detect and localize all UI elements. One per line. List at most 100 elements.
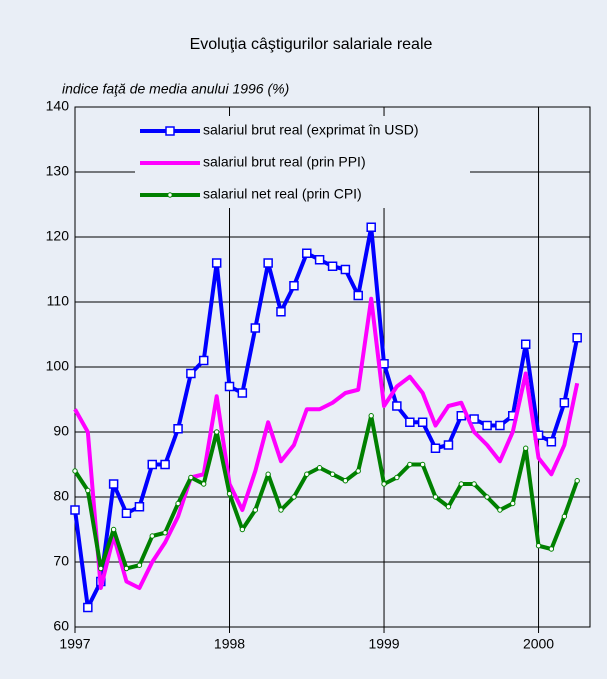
marker — [226, 491, 233, 497]
marker — [83, 602, 93, 613]
marker — [443, 440, 454, 450]
marker — [304, 471, 310, 477]
marker — [484, 494, 490, 500]
marker — [147, 459, 158, 470]
marker — [572, 333, 582, 343]
y-tick-label: 100 — [46, 358, 70, 374]
y-tick-label: 120 — [46, 228, 70, 244]
marker — [417, 417, 428, 427]
marker — [368, 413, 374, 419]
marker — [160, 459, 170, 470]
x-tick-label: 1997 — [59, 636, 90, 652]
marker — [430, 443, 441, 453]
marker — [574, 478, 580, 484]
marker — [445, 504, 452, 510]
marker — [482, 420, 492, 431]
marker — [263, 258, 273, 268]
y-tick-label: 80 — [53, 488, 69, 504]
series-line — [73, 225, 580, 610]
marker — [186, 368, 196, 379]
marker — [523, 445, 529, 451]
marker — [201, 481, 207, 487]
chart-title: Evoluţia câştigurilor salariale reale — [190, 36, 433, 53]
y-tick-label: 110 — [47, 293, 70, 309]
legend-label: salariul net real (prin CPI) — [203, 186, 362, 202]
marker — [265, 471, 271, 477]
series-line — [73, 413, 580, 571]
marker — [136, 562, 143, 568]
marker — [291, 494, 297, 500]
marker — [276, 307, 286, 317]
marker — [548, 546, 555, 552]
marker — [329, 471, 336, 477]
marker — [188, 474, 194, 481]
marker — [70, 505, 80, 515]
marker — [316, 465, 323, 471]
marker — [314, 255, 325, 265]
marker — [340, 264, 351, 275]
marker — [561, 513, 568, 520]
marker — [85, 487, 91, 494]
marker — [239, 526, 246, 533]
marker — [123, 565, 130, 572]
y-tick-label: 60 — [53, 618, 69, 634]
marker — [162, 530, 168, 536]
marker — [211, 258, 222, 268]
marker — [471, 481, 477, 487]
marker — [173, 424, 183, 434]
marker — [327, 261, 338, 271]
marker — [419, 461, 426, 468]
marker — [98, 565, 104, 572]
marker — [121, 508, 132, 518]
marker — [252, 507, 259, 513]
y-tick-label: 70 — [53, 553, 69, 569]
marker — [213, 429, 220, 435]
x-tick-label: 1999 — [368, 636, 399, 652]
plot-frame — [74, 106, 591, 628]
marker — [535, 543, 542, 549]
marker — [405, 417, 415, 427]
marker — [559, 398, 570, 408]
marker — [237, 388, 248, 398]
marker — [250, 323, 261, 333]
marker — [495, 420, 505, 431]
marker — [110, 526, 117, 533]
legend-marker — [165, 126, 175, 136]
marker — [134, 502, 145, 512]
marker — [458, 481, 464, 487]
marker — [407, 461, 413, 468]
marker — [392, 401, 402, 411]
marker — [289, 281, 299, 291]
legend-label: salariul brut real (exprimat în USD) — [203, 122, 419, 138]
marker — [497, 507, 503, 513]
marker — [198, 355, 209, 366]
x-tick-label: 1998 — [214, 636, 245, 652]
marker — [302, 248, 312, 258]
marker — [149, 533, 155, 539]
marker — [381, 481, 387, 487]
marker — [353, 290, 363, 301]
y-tick-label: 130 — [46, 163, 70, 179]
marker — [108, 479, 119, 489]
marker — [342, 478, 349, 484]
legend-label: salariul brut real (prin PPI) — [203, 154, 366, 170]
x-tick-label: 2000 — [523, 636, 554, 652]
marker — [355, 468, 361, 474]
y-tick-label: 140 — [46, 98, 70, 114]
marker — [394, 474, 400, 481]
legend-marker — [167, 192, 173, 198]
marker — [432, 494, 439, 500]
marker — [72, 468, 78, 474]
marker — [175, 500, 181, 507]
y-tick-label: 90 — [53, 423, 69, 439]
series-line — [73, 296, 580, 590]
subtitle: indice faţă de media anului 1996 (%) — [62, 81, 289, 97]
marker — [278, 507, 284, 513]
marker — [366, 222, 376, 232]
marker — [510, 500, 516, 507]
marker — [520, 339, 531, 349]
marker — [224, 381, 235, 392]
